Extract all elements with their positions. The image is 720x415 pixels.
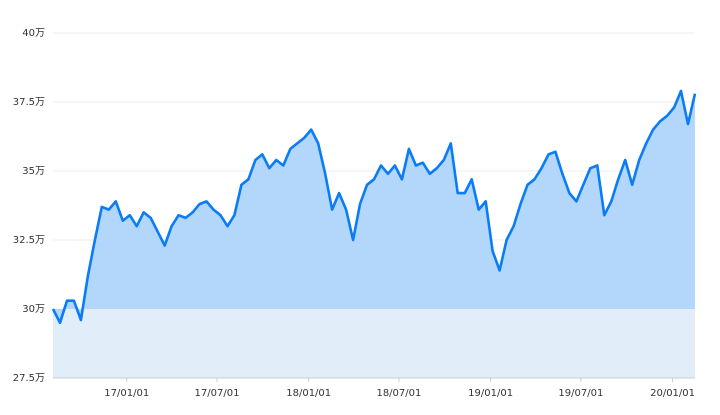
y-tick-label: 37.5万 (13, 97, 45, 108)
y-tick-label: 35万 (22, 166, 45, 177)
x-tick-label: 19/01/01 (468, 388, 513, 399)
y-tick-label: 30万 (22, 304, 45, 315)
x-tick-label: 17/07/01 (195, 388, 240, 399)
x-tick-label: 19/07/01 (558, 388, 603, 399)
x-tick-label: 20/01/01 (650, 388, 695, 399)
y-tick-label: 40万 (22, 28, 45, 39)
x-tick-label: 18/01/01 (286, 388, 331, 399)
y-tick-label: 27.5万 (13, 373, 45, 384)
lower-band (53, 309, 695, 378)
x-tick-label: 18/07/01 (376, 388, 421, 399)
x-tick-label: 17/01/01 (104, 388, 149, 399)
area (53, 91, 695, 323)
line (51, 89, 697, 325)
y-tick-label: 32.5万 (13, 235, 45, 246)
